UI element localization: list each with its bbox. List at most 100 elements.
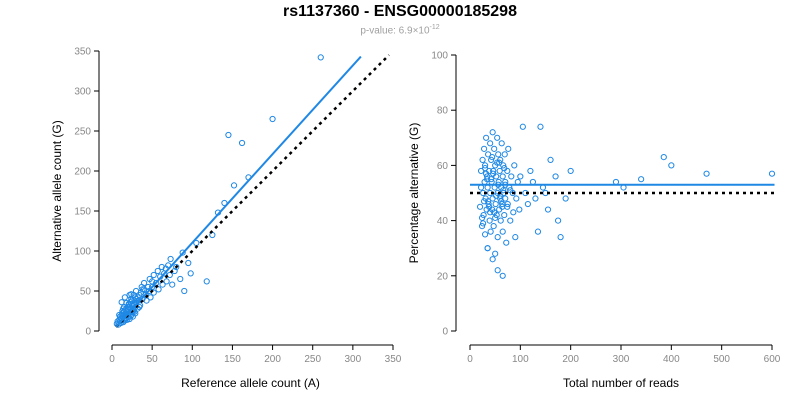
y-tick-label: 150 [74, 207, 91, 218]
data-point [505, 145, 512, 152]
data-point [487, 228, 494, 235]
p-value-text: p-value: 6.9×10 [360, 25, 430, 37]
data-point [492, 200, 499, 208]
data-point [508, 173, 515, 180]
data-point [519, 123, 526, 130]
data-point [483, 134, 490, 141]
data-point [494, 267, 501, 274]
data-point [557, 234, 564, 241]
data-point [476, 203, 484, 210]
x-tick-label: 300 [613, 354, 630, 365]
data-point [489, 154, 496, 161]
chart-subtitle: p-value: 6.9×10-12 [0, 24, 800, 36]
data-point [504, 200, 511, 208]
y-tick-label: 250 [74, 127, 91, 138]
data-point [150, 271, 157, 279]
y-tick-label: 40 [437, 216, 449, 227]
data-point [173, 263, 180, 271]
data-point [504, 203, 511, 210]
data-point [487, 140, 494, 147]
data-point [544, 206, 552, 213]
data-point [181, 287, 188, 295]
data-point [499, 228, 506, 235]
data-point [511, 162, 518, 169]
x-tick-label: 50 [147, 354, 159, 365]
x-tick-label: 200 [264, 354, 281, 365]
x-axis-title: Total number of reads [563, 376, 679, 390]
data-point [703, 170, 710, 177]
data-point [638, 176, 645, 183]
chart-title: rs1137360 - ENSG00000185298 [283, 3, 517, 20]
y-axis-title: Percentage alternative (G) [407, 123, 421, 264]
x-tick-label: 500 [713, 354, 730, 365]
data-point [141, 279, 148, 287]
data-point [116, 311, 123, 319]
y-tick-label: 100 [74, 247, 91, 258]
data-point [499, 272, 506, 279]
data-point [167, 255, 174, 263]
y-tick-label: 0 [442, 327, 448, 338]
fit-line [115, 55, 362, 328]
data-point [132, 295, 140, 303]
data-point [139, 286, 146, 293]
data-point [493, 192, 500, 199]
data-point [668, 162, 675, 169]
data-point [532, 195, 539, 202]
p-value-exponent: -12 [429, 24, 440, 31]
data-point [483, 170, 490, 177]
data-point [488, 176, 495, 183]
data-point [547, 156, 554, 163]
y-tick-label: 50 [80, 287, 92, 298]
data-point [494, 134, 501, 141]
data-point [490, 223, 497, 230]
data-point [501, 151, 508, 158]
data-point [552, 173, 559, 180]
data-point [495, 151, 502, 158]
data-point [118, 299, 125, 306]
data-point [502, 195, 509, 202]
y-tick-label: 20 [437, 271, 449, 282]
data-point [128, 291, 135, 298]
x-axis-title: Reference allele count (A) [181, 376, 320, 390]
data-point [154, 267, 161, 275]
data-point [484, 173, 491, 180]
x-tick-label: 300 [345, 354, 362, 365]
left-scatter-panel: 0 50 100 150 200 250 300 350 0 50 100 150 200 250 300 3… [50, 47, 402, 391]
data-point [516, 206, 523, 213]
y-tick-label: 350 [74, 47, 91, 58]
data-point [269, 115, 276, 123]
data-point [185, 259, 192, 267]
x-tick-label: 0 [467, 354, 473, 365]
data-point [489, 256, 496, 263]
data-point [567, 167, 574, 175]
data-point [498, 140, 505, 147]
data-point [128, 297, 136, 304]
y-tick-label: 60 [437, 161, 449, 172]
data-point [145, 283, 152, 291]
data-point [503, 239, 510, 246]
data-point [480, 145, 488, 152]
reference-line [115, 54, 390, 328]
data-point [484, 245, 491, 252]
data-point [507, 187, 514, 194]
data-point [486, 203, 493, 210]
x-tick-label: 250 [304, 354, 321, 365]
x-tick-label: 100 [184, 354, 201, 365]
x-tick-label: 200 [562, 354, 579, 365]
right-scatter-panel: 0 100 200 300 400 500 600 0 20 40 60 80 100 Total num… [407, 51, 781, 391]
data-point [238, 139, 246, 147]
data-point [513, 195, 520, 202]
data-point [500, 187, 507, 194]
data-point [562, 195, 569, 202]
data-point [486, 217, 493, 224]
data-point [155, 286, 162, 293]
data-point [501, 165, 508, 172]
data-point [317, 54, 324, 61]
x-tick-label: 400 [663, 354, 680, 365]
data-point [554, 217, 562, 224]
data-point [512, 234, 519, 241]
data-point [492, 250, 499, 257]
data-point [499, 173, 506, 180]
data-point [500, 162, 507, 169]
